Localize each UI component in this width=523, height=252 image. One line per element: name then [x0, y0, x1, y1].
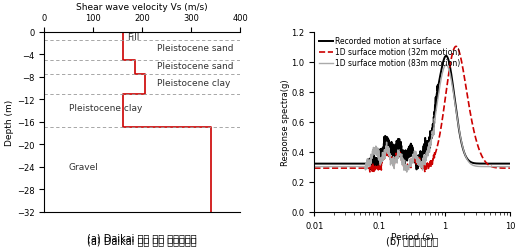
1D surface motion (32m motion)	[331, 167, 337, 170]
Line: 1D surface motion (83m motion): 1D surface motion (83m motion)	[314, 66, 510, 172]
Text: (a) Daikai 역사 부지 지반주상도: (a) Daikai 역사 부지 지반주상도	[87, 232, 197, 242]
Recorded motion at surface	[443, 55, 449, 58]
1D surface motion (83m motion)	[311, 165, 317, 168]
Text: Fill: Fill	[128, 33, 140, 41]
1D surface motion (83m motion)	[390, 155, 396, 159]
Recorded motion at surface	[468, 161, 474, 164]
1D surface motion (32m motion)	[370, 172, 377, 175]
Y-axis label: Depth (m): Depth (m)	[5, 99, 14, 145]
Recorded motion at surface	[370, 170, 377, 173]
Y-axis label: Response spectra(g): Response spectra(g)	[281, 79, 290, 165]
1D surface motion (32m motion)	[391, 165, 397, 168]
Recorded motion at surface	[311, 163, 317, 166]
1D surface motion (32m motion)	[446, 72, 452, 75]
1D surface motion (32m motion)	[311, 167, 317, 170]
1D surface motion (32m motion)	[453, 46, 459, 49]
1D surface motion (83m motion)	[507, 165, 513, 168]
1D surface motion (83m motion)	[443, 64, 449, 67]
Recorded motion at surface	[391, 143, 397, 146]
Text: (b) 계측지진기록: (b) 계측지진기록	[386, 235, 438, 245]
Legend: Recorded motion at surface, 1D surface motion (32m motion), 1D surface motion (8: Recorded motion at surface, 1D surface m…	[318, 37, 461, 69]
Text: Pleistocene sand: Pleistocene sand	[157, 44, 233, 53]
1D surface motion (32m motion)	[507, 167, 513, 170]
1D surface motion (83m motion)	[464, 159, 470, 162]
1D surface motion (32m motion)	[397, 156, 404, 159]
Recorded motion at surface	[507, 163, 513, 166]
Recorded motion at surface	[464, 158, 470, 161]
1D surface motion (83m motion)	[468, 163, 474, 166]
Text: Pleistocene sand: Pleistocene sand	[157, 62, 233, 71]
1D surface motion (83m motion)	[404, 171, 410, 174]
Text: Pleistocene clay: Pleistocene clay	[69, 104, 142, 113]
Recorded motion at surface	[397, 156, 404, 159]
1D surface motion (32m motion)	[468, 114, 474, 117]
Recorded motion at surface	[331, 163, 337, 166]
Recorded motion at surface	[446, 61, 452, 64]
Text: Gravel: Gravel	[69, 163, 99, 171]
Line: Recorded motion at surface: Recorded motion at surface	[314, 57, 510, 171]
X-axis label: Shear wave velocity Vs (m/s): Shear wave velocity Vs (m/s)	[76, 3, 208, 12]
Line: 1D surface motion (32m motion): 1D surface motion (32m motion)	[314, 47, 510, 173]
1D surface motion (83m motion)	[331, 165, 337, 168]
Text: Pleistocene clay: Pleistocene clay	[157, 79, 230, 87]
1D surface motion (32m motion)	[464, 94, 470, 97]
1D surface motion (83m motion)	[397, 154, 404, 157]
Text: (a) Daikai 역사 부지 지반주상도: (a) Daikai 역사 부지 지반주상도	[87, 235, 197, 245]
1D surface motion (83m motion)	[446, 69, 452, 72]
X-axis label: Period (s): Period (s)	[391, 232, 434, 241]
